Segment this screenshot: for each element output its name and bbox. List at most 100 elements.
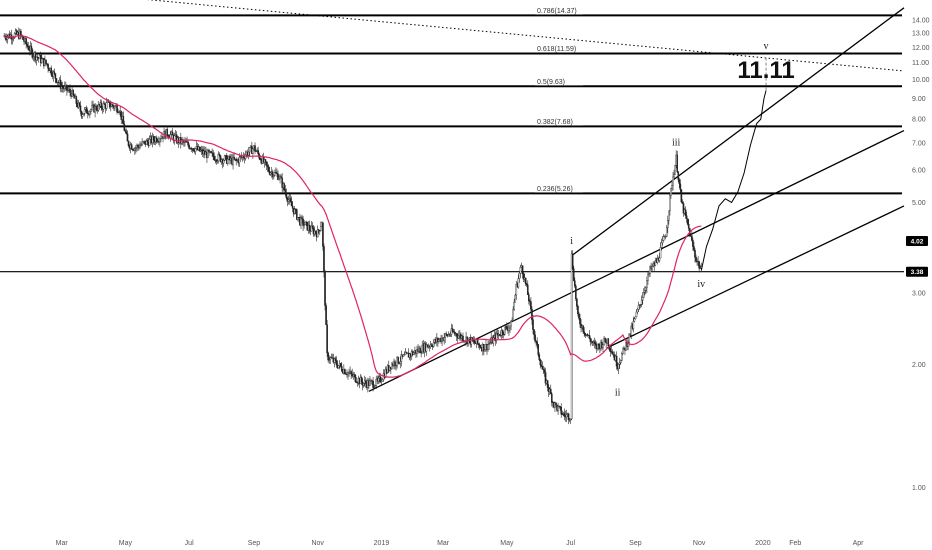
candle-body <box>391 363 393 369</box>
x-tick-label: Sep <box>248 540 261 547</box>
candle-body <box>46 63 48 65</box>
candle-body <box>644 290 646 293</box>
candle-body <box>254 145 256 152</box>
candle-body <box>199 150 202 152</box>
candle-body <box>632 321 635 329</box>
candle-body <box>114 105 116 109</box>
candle-body <box>371 380 373 382</box>
candle-body <box>61 86 64 89</box>
candle-body <box>126 133 129 142</box>
candle-body <box>329 357 332 361</box>
candle-body <box>648 273 650 275</box>
candle-body <box>438 339 440 342</box>
candle-body <box>682 203 685 214</box>
candle-body <box>546 380 549 388</box>
candle-body <box>642 292 645 298</box>
candle-body <box>82 113 85 115</box>
candle-body <box>539 359 542 366</box>
candle-body <box>589 338 592 343</box>
candle-body <box>335 360 338 366</box>
candle-body <box>457 335 460 339</box>
price-badge-label: 4.02 <box>911 238 924 245</box>
candle-body <box>462 335 464 342</box>
candle-body <box>404 352 407 355</box>
fib-level-label: 0.5(9.63) <box>537 79 565 86</box>
candle-body <box>360 377 363 383</box>
candle-body <box>372 380 374 388</box>
candle-body <box>50 67 53 75</box>
candle-body <box>354 374 357 382</box>
candle-body <box>661 240 664 244</box>
candle-body <box>619 360 622 363</box>
candle-body <box>20 30 22 36</box>
candle-body <box>145 140 148 145</box>
candle-body <box>75 96 78 104</box>
candle-body <box>525 283 528 286</box>
candle-body <box>287 199 290 202</box>
candle-body <box>636 309 639 313</box>
candle-body <box>188 144 190 149</box>
candle-body <box>674 165 676 175</box>
candle-body <box>41 58 43 63</box>
trendline-channel-upper <box>571 7 905 257</box>
candle-body <box>598 343 600 346</box>
candle-body <box>325 305 327 325</box>
candle-body <box>90 109 92 112</box>
moving-average-series <box>3 35 702 378</box>
candle-body <box>384 369 387 378</box>
candle-body <box>432 342 435 347</box>
fib-label-bg <box>535 77 583 86</box>
candle-body <box>217 153 220 161</box>
candle-body <box>11 38 14 40</box>
candle-body <box>194 148 197 152</box>
trendline-channel-lower <box>368 129 905 392</box>
candle-body <box>621 353 623 361</box>
candle-body <box>252 148 254 154</box>
y-tick-label: 11.00 <box>912 60 929 67</box>
candle-body <box>112 104 114 107</box>
x-tick-label: Mar <box>437 540 450 547</box>
candle-body <box>122 116 125 125</box>
candle-body <box>517 278 520 288</box>
candle-body <box>560 407 563 415</box>
candle-body <box>499 335 502 337</box>
candle-body <box>498 333 501 336</box>
candle-body <box>543 369 546 373</box>
candle-body <box>647 274 649 281</box>
candle-body <box>375 378 378 386</box>
candle-body <box>218 153 221 156</box>
candle-body <box>604 337 606 342</box>
candle-body <box>124 130 127 132</box>
candle-body <box>687 223 690 229</box>
y-tick-label: 10.00 <box>912 77 930 84</box>
candle-body <box>399 361 402 364</box>
candle-body <box>264 159 267 162</box>
candle-body <box>152 136 155 141</box>
trendlines <box>146 0 905 392</box>
candle-body <box>83 109 86 114</box>
candle-body <box>324 272 326 306</box>
candle-body <box>575 285 577 299</box>
candle-body <box>25 38 27 45</box>
candle-body <box>395 365 397 367</box>
x-tick-label: 2019 <box>374 540 390 547</box>
candle-body <box>669 195 671 212</box>
candle-body <box>646 280 648 288</box>
candle-body <box>26 43 28 47</box>
candle-body <box>473 340 476 344</box>
candle-body <box>538 354 541 360</box>
wave-label-ii: ii <box>615 387 621 398</box>
candle-body <box>222 160 225 164</box>
candle-body <box>100 102 103 108</box>
candle-body <box>557 405 559 411</box>
candle-body <box>680 189 683 203</box>
candle-body <box>255 150 257 152</box>
candle-body <box>402 354 405 357</box>
candle-body <box>489 342 491 344</box>
candle-body <box>120 110 123 120</box>
candle-body <box>337 365 340 369</box>
candle-body <box>13 33 16 39</box>
candle-body <box>668 210 670 221</box>
candle-body <box>34 52 37 61</box>
